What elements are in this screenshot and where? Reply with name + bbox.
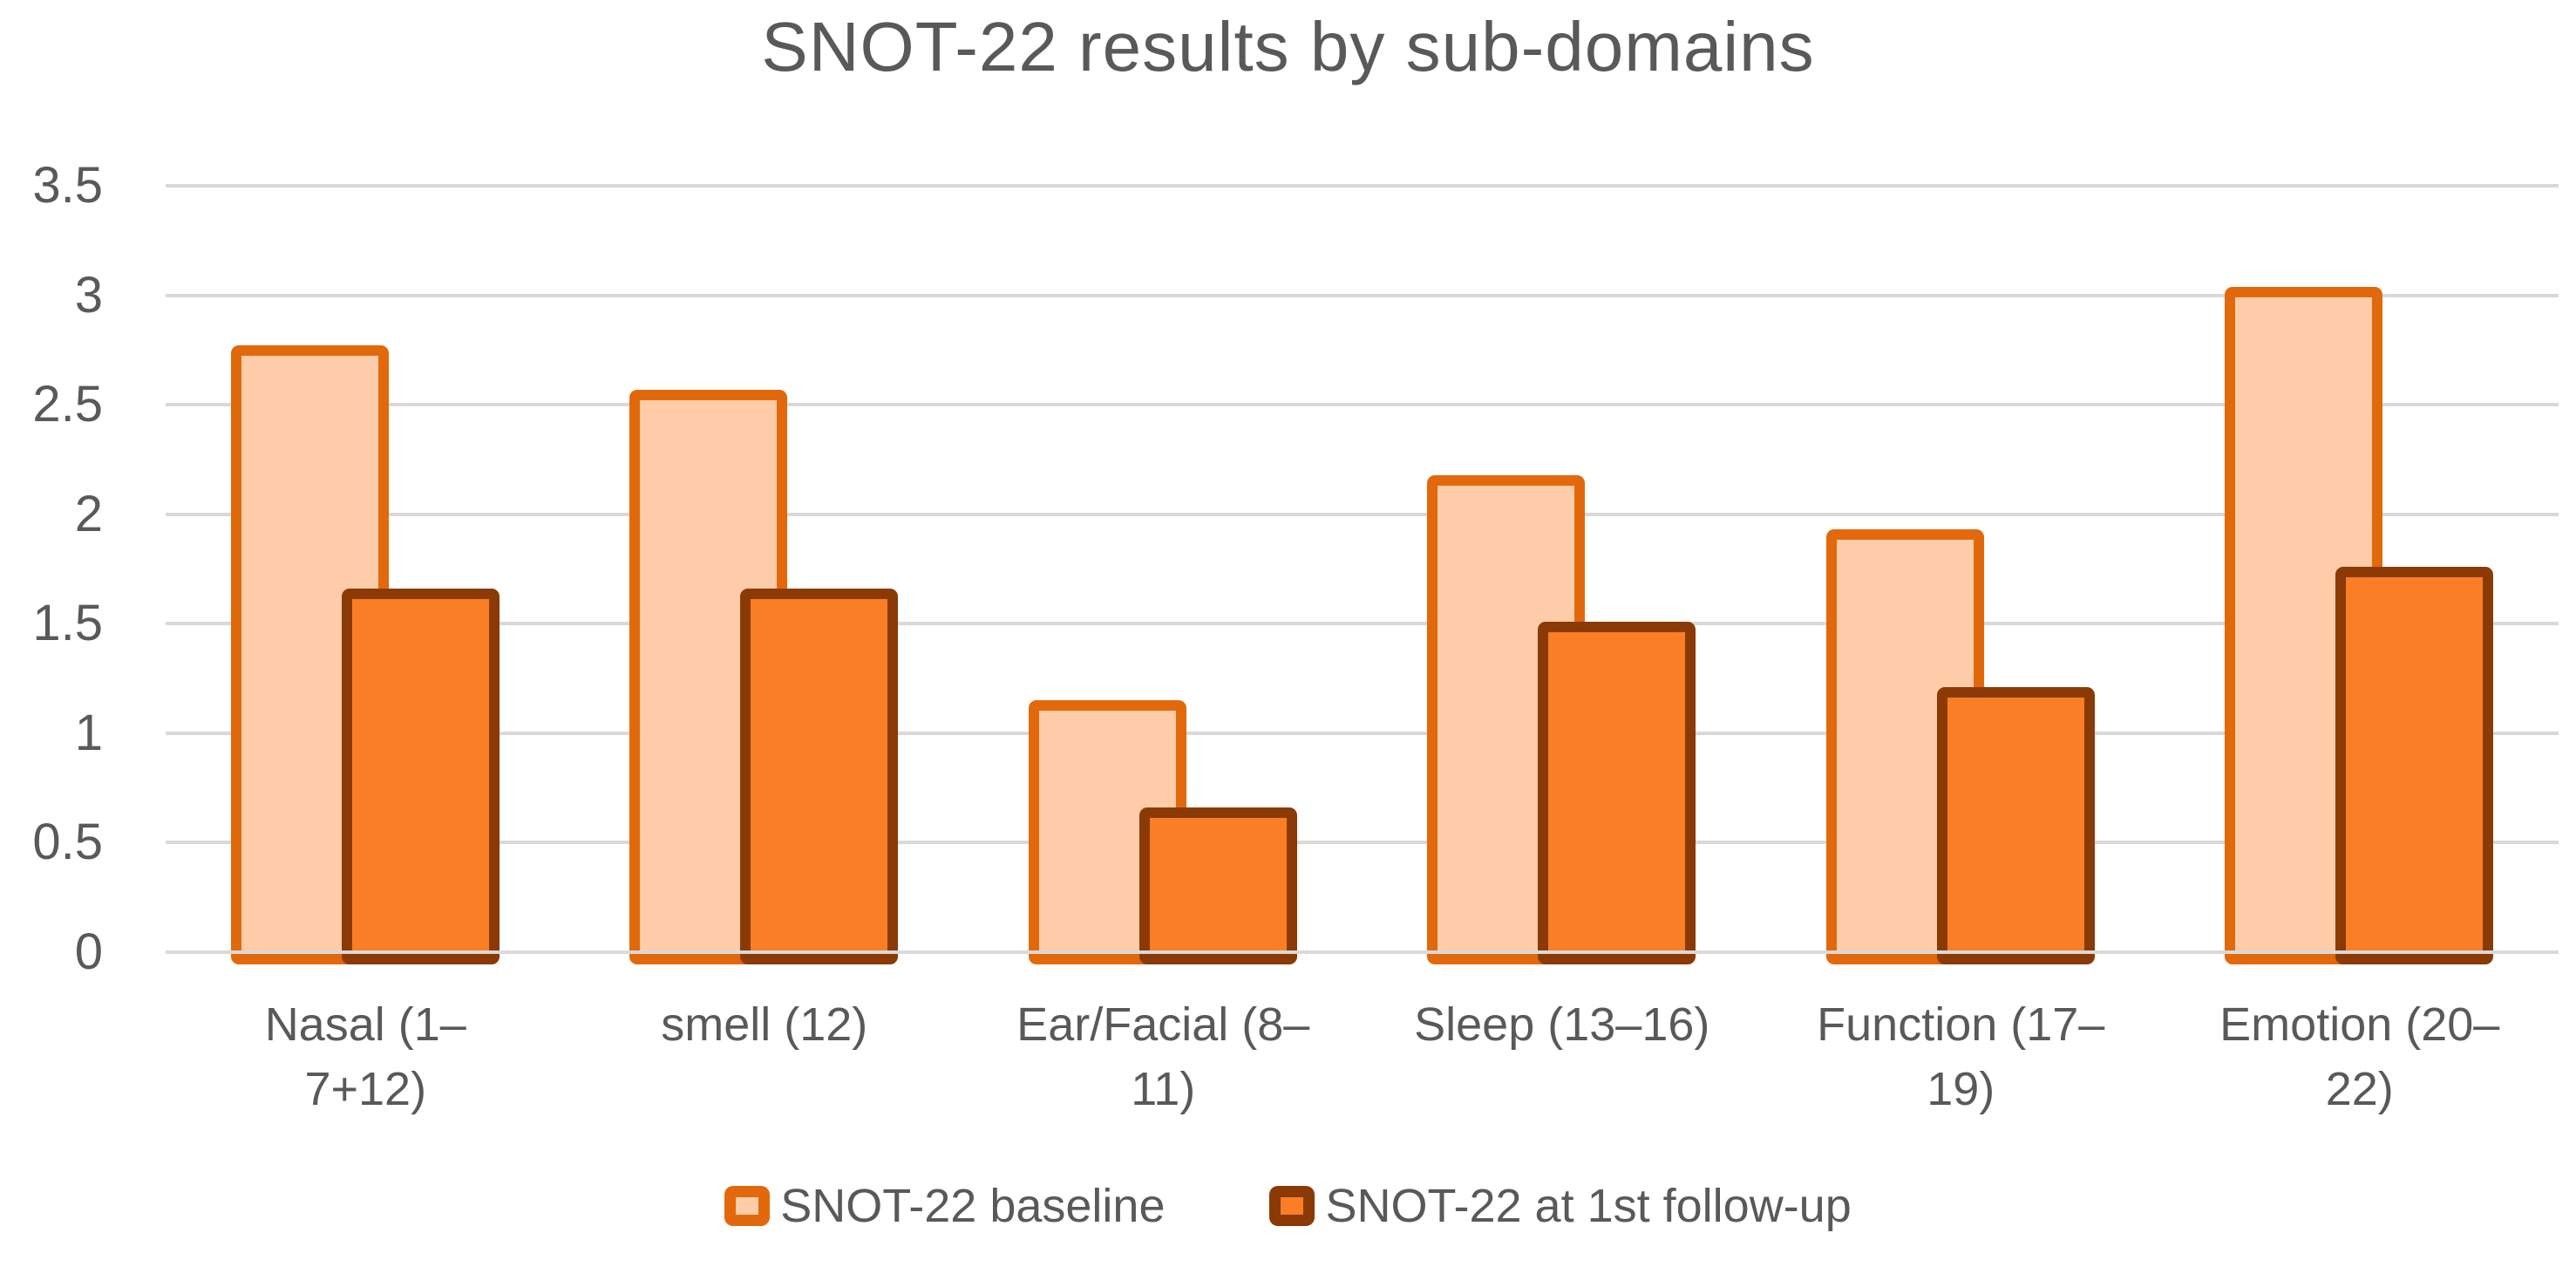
legend-item: SNOT-22 at 1st follow-up: [1269, 1179, 1852, 1233]
legend-label: SNOT-22 at 1st follow-up: [1325, 1180, 1852, 1232]
bar: [1138, 807, 1297, 964]
gridline: [166, 293, 2559, 297]
gridline: [166, 512, 2559, 516]
chart-legend: SNOT-22 baseline SNOT-22 at 1st follow-up: [0, 1179, 2576, 1233]
bar: [1936, 687, 2095, 964]
x-axis-category-label: Function (17–19): [1817, 998, 2105, 1115]
x-axis-category-label: Ear/Facial (8–11): [1016, 998, 1310, 1115]
gridline: [166, 184, 2559, 187]
x-axis-category-label: Emotion (20–22): [2219, 998, 2500, 1115]
gridline: [166, 403, 2559, 407]
bar: [740, 589, 899, 964]
x-axis-category-label: smell (12): [661, 998, 868, 1051]
y-axis-tick-label: 3.5: [32, 157, 103, 214]
legend-item: SNOT-22 baseline: [724, 1179, 1165, 1233]
legend-marker: [1269, 1186, 1315, 1226]
gridline: [166, 841, 2559, 845]
bar: [2335, 566, 2494, 964]
y-axis-tick-label: 3: [74, 266, 103, 324]
bar: [1538, 621, 1696, 964]
y-axis-tick-label: 2: [74, 485, 103, 542]
x-axis-category-label: Nasal (1–7+12): [264, 998, 466, 1115]
chart-title: SNOT-22 results by sub-domains: [761, 8, 1815, 85]
y-axis-tick-label: 2.5: [32, 376, 103, 433]
gridline: [166, 950, 2559, 954]
gridline: [166, 622, 2559, 626]
legend-label: SNOT-22 baseline: [780, 1180, 1166, 1232]
bar: [341, 589, 500, 964]
y-axis-tick-label: 1.5: [32, 595, 103, 652]
y-axis-tick-label: 0: [74, 923, 103, 980]
gridline: [166, 731, 2559, 735]
x-axis-category-label: Sleep (13–16): [1414, 998, 1710, 1051]
y-axis-tick-label: 0.5: [32, 814, 103, 871]
y-axis-tick-label: 1: [74, 704, 103, 761]
legend-marker: [724, 1186, 771, 1226]
